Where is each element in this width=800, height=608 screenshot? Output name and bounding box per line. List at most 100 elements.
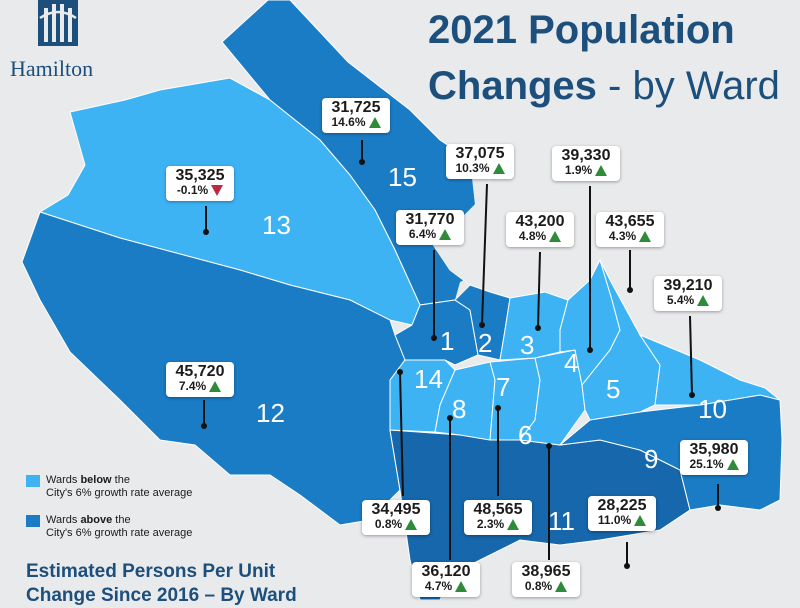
hamilton-harbour: [430, 160, 500, 300]
population-value: 35,980: [689, 441, 739, 458]
legend-below: Wards below the City's 6% growth rate av…: [26, 474, 192, 500]
ward-9[interactable]: [558, 394, 783, 511]
ward-label-2: 2: [478, 328, 492, 358]
ward-label-11: 11: [548, 506, 575, 536]
ward-label-14: 14: [414, 364, 443, 394]
callout-ward-2: 37,075 10.3%: [446, 144, 514, 179]
increase-arrow-icon: [726, 459, 739, 471]
legend-text-bold: above: [80, 514, 113, 526]
ward-label-5: 5: [606, 374, 620, 404]
legend-text-line2: City's 6% growth rate average: [46, 487, 193, 499]
increase-arrow-icon: [639, 231, 652, 243]
population-value: 39,210: [663, 277, 713, 294]
ward-label-1: 1: [440, 326, 454, 356]
change-value: 6.4%: [408, 227, 437, 241]
change-value: 2.3%: [476, 517, 505, 531]
ward-label-15: 15: [388, 162, 417, 192]
population-value: 36,120: [421, 563, 471, 580]
ward-10[interactable]: [638, 333, 781, 406]
ward-label-13: 13: [262, 210, 291, 240]
change-value: 14.6%: [331, 115, 366, 129]
legend-text-bold: below: [80, 474, 112, 486]
legend-above: Wards above the City's 6% growth rate av…: [26, 514, 192, 540]
change-value: 4.8%: [518, 229, 547, 243]
legend-swatch-above: [26, 515, 40, 527]
callout-ward-8: 36,120 4.7%: [412, 562, 480, 597]
ward-label-10: 10: [698, 394, 727, 424]
ward-label-7: 7: [496, 372, 510, 402]
page-title-line1: 2021 Population: [428, 8, 735, 52]
ward-label-6: 6: [518, 420, 532, 450]
legend-text: the: [112, 514, 131, 526]
ward-label-9: 9: [644, 444, 658, 474]
change-value: 4.7%: [424, 579, 453, 593]
population-value: 43,655: [605, 213, 655, 230]
increase-arrow-icon: [368, 117, 381, 129]
population-value: 37,075: [455, 145, 505, 162]
increase-arrow-icon: [209, 381, 222, 393]
population-value: 38,965: [521, 563, 571, 580]
callout-ward-15: 31,725 14.6%: [322, 98, 390, 133]
increase-arrow-icon: [492, 163, 505, 175]
ward-1[interactable]: [394, 299, 479, 366]
callout-ward-1: 31,770 6.4%: [396, 210, 464, 245]
callout-ward-12: 45,720 7.4%: [166, 362, 234, 397]
legend-swatch-below: [26, 475, 40, 487]
change-value: 7.4%: [178, 379, 207, 393]
footer-line1: Estimated Persons Per Unit: [26, 561, 276, 582]
change-value: 0.8%: [374, 517, 403, 531]
population-value: 45,720: [175, 363, 225, 380]
increase-arrow-icon: [549, 231, 562, 243]
hamilton-logo: Hamilton: [10, 0, 93, 81]
leader-dots: [201, 159, 721, 569]
population-value: 34,495: [371, 501, 421, 518]
callout-ward-10: 39,210 5.4%: [654, 276, 722, 311]
change-value: -0.1%: [176, 183, 209, 197]
callout-ward-4: 39,330 1.9%: [552, 146, 620, 181]
callout-ward-14: 34,495 0.8%: [362, 500, 430, 535]
leader-lines: [203, 140, 719, 566]
callout-ward-11: 28,225 11.0%: [588, 496, 656, 531]
logo-text: Hamilton: [10, 56, 93, 81]
population-value: 39,330: [561, 147, 611, 164]
page-title-line2: Changes - by Ward: [428, 64, 780, 109]
callout-ward-7: 48,565 2.3%: [464, 500, 532, 535]
increase-arrow-icon: [439, 229, 452, 241]
callout-ward-13: 35,325 -0.1%: [166, 166, 234, 201]
increase-arrow-icon: [455, 581, 468, 593]
change-value: 10.3%: [455, 161, 490, 175]
footer-heading: Estimated Persons Per Unit Change Since …: [26, 560, 297, 608]
change-value: 5.4%: [666, 293, 695, 307]
increase-arrow-icon: [405, 519, 418, 531]
legend-text: the: [111, 474, 130, 486]
legend-text-line2: City's 6% growth rate average: [46, 527, 193, 539]
increase-arrow-icon: [595, 165, 608, 177]
increase-arrow-icon: [634, 515, 647, 527]
change-value: 1.9%: [564, 163, 593, 177]
population-value: 28,225: [597, 497, 647, 514]
ward-label-4: 4: [564, 348, 578, 378]
change-value: 4.3%: [608, 229, 637, 243]
increase-arrow-icon: [555, 581, 568, 593]
callout-ward-5: 43,655 4.3%: [596, 212, 664, 247]
population-value: 31,725: [331, 99, 381, 116]
population-value: 43,200: [515, 213, 565, 230]
increase-arrow-icon: [697, 295, 710, 307]
legend-text: Wards: [46, 514, 81, 526]
increase-arrow-icon: [507, 519, 520, 531]
change-value: 0.8%: [524, 579, 553, 593]
decrease-arrow-icon: [211, 185, 224, 197]
ward-label-8: 8: [452, 394, 466, 424]
legend-text: Wards: [46, 474, 81, 486]
change-value: 25.1%: [689, 457, 724, 471]
population-value: 31,770: [405, 211, 455, 228]
callout-ward-6: 38,965 0.8%: [512, 562, 580, 597]
ward-label-12: 12: [256, 398, 285, 428]
population-value: 48,565: [473, 501, 523, 518]
population-value: 35,325: [175, 167, 225, 184]
callout-ward-3: 43,200 4.8%: [506, 212, 574, 247]
title-bold-part: Changes: [428, 64, 597, 108]
change-value: 11.0%: [597, 513, 632, 527]
ward-label-3: 3: [520, 330, 534, 360]
